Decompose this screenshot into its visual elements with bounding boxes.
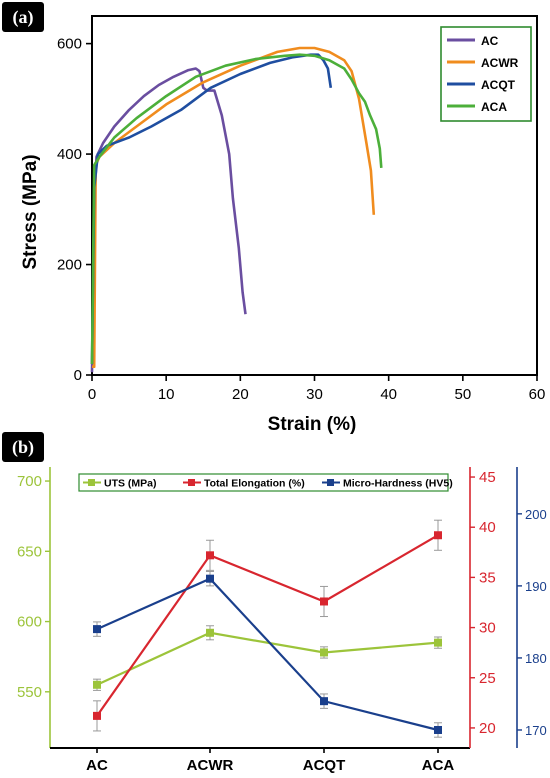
category-label: AC — [86, 757, 108, 774]
data-point-marker — [320, 697, 328, 706]
panel-a-label: (a) — [13, 7, 34, 28]
far-right-tick-label: 190 — [525, 579, 547, 594]
y-tick-label: 400 — [57, 146, 82, 163]
panel-b-properties: (b) 550 600 650 700 20 25 30 35 40 45 170 180 190 200… — [2, 432, 547, 774]
far-right-tick-label: 200 — [525, 507, 547, 522]
x-tick-label: 30 — [306, 386, 323, 403]
right-tick-label: 35 — [479, 569, 496, 586]
y-tick-label: 600 — [57, 36, 82, 53]
panel-a-label-bg — [2, 2, 44, 32]
legend-box — [78, 473, 449, 492]
data-point-marker — [434, 531, 442, 540]
legend-label: Total Elongation (%) — [204, 478, 305, 490]
legend-label-acwr: ACWR — [481, 56, 519, 70]
legend-label-acqt: ACQT — [481, 78, 516, 92]
left-tick-label: 700 — [17, 473, 42, 490]
x-tick-label: 0 — [88, 386, 96, 403]
panel-a-x-axis-title: Strain (%) — [268, 414, 357, 435]
data-point-marker — [434, 725, 442, 734]
data-point-marker — [434, 638, 442, 647]
data-point-marker — [93, 711, 101, 720]
panel-a-legend: AC ACWR ACQT ACA — [440, 26, 532, 122]
panel-b-label: (b) — [12, 437, 34, 458]
left-tick-label: 600 — [17, 614, 42, 631]
legend-label-aca: ACA — [481, 100, 507, 114]
panel-a-y-axis-title: Stress (MPa) — [20, 154, 41, 269]
data-point-marker — [206, 628, 214, 637]
series-line-aca — [90, 53, 383, 365]
panel-a-series — [90, 46, 383, 373]
data-point-marker — [93, 625, 101, 634]
right-tick-label: 40 — [479, 519, 496, 536]
panel-b-series — [93, 519, 442, 738]
series-line-ac — [90, 67, 247, 373]
x-tick-label: 10 — [158, 386, 175, 403]
left-tick-label: 550 — [17, 684, 42, 701]
y-tick-label: 0 — [74, 367, 82, 384]
panel-b-label-bg — [2, 432, 44, 462]
panel-b-legend: UTS (MPa) Total Elongation (%) Micro-Hardn… — [78, 473, 453, 492]
right-tick-label: 20 — [479, 720, 496, 737]
x-tick-label: 60 — [529, 386, 546, 403]
x-tick-label: 40 — [380, 386, 397, 403]
legend-label: UTS (MPa) — [104, 478, 157, 490]
legend-swatch-marker — [88, 479, 95, 486]
right-tick-label: 30 — [479, 620, 496, 637]
data-point-marker — [320, 648, 328, 657]
far-right-tick-label: 180 — [525, 651, 547, 666]
category-label: ACA — [422, 757, 455, 774]
legend-swatch-marker — [327, 479, 334, 486]
far-right-tick-label: 170 — [525, 723, 547, 738]
x-tick-label: 50 — [454, 386, 471, 403]
category-label: ACQT — [303, 757, 346, 774]
legend-swatch-marker — [188, 479, 195, 486]
series-line-0 — [96, 631, 439, 686]
legend-label-ac: AC — [481, 34, 499, 48]
data-point-marker — [320, 597, 328, 606]
legend-label: Micro-Hardness (HV5) — [343, 478, 453, 490]
category-label: ACWR — [187, 757, 234, 774]
data-point-marker — [206, 574, 214, 583]
left-tick-label: 650 — [17, 543, 42, 560]
data-point-marker — [206, 551, 214, 560]
right-tick-label: 25 — [479, 670, 496, 687]
data-point-marker — [93, 680, 101, 689]
right-tick-label: 45 — [479, 469, 496, 486]
y-tick-label: 200 — [57, 257, 82, 274]
x-tick-label: 20 — [232, 386, 249, 403]
panel-b-axes: 550 600 650 700 20 25 30 35 40 45 170 180 190 200 AC AC… — [17, 467, 547, 774]
series-line-2 — [96, 577, 439, 732]
series-line-acqt — [90, 53, 333, 365]
series-line-1 — [96, 534, 439, 717]
